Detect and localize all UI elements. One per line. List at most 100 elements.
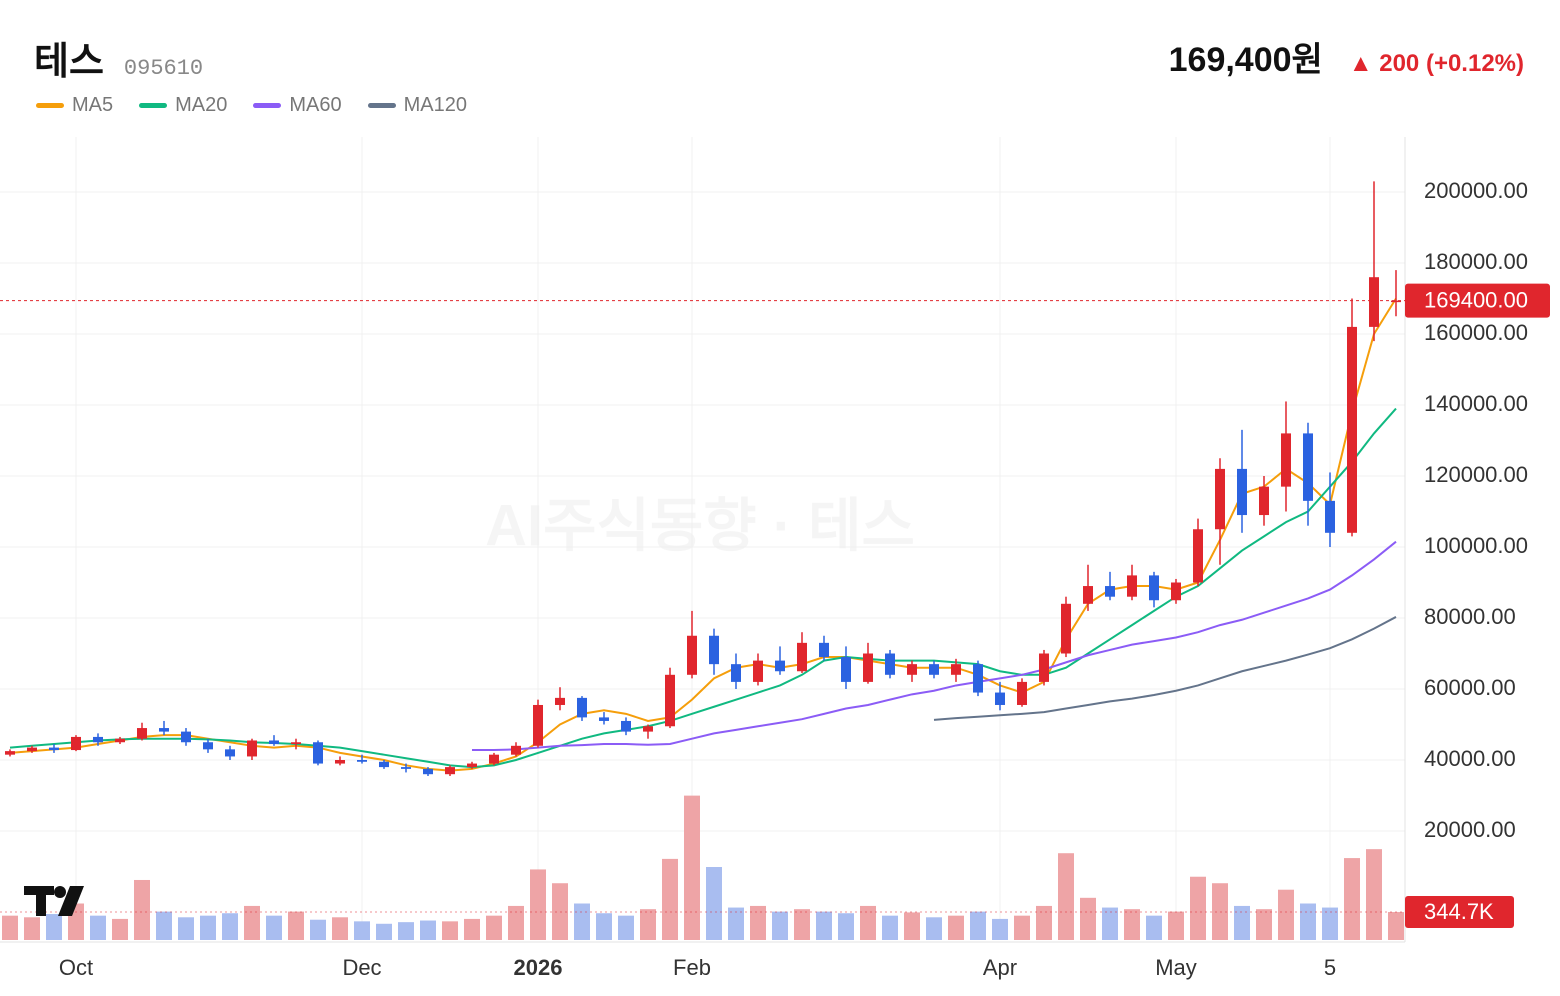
header: 테스 095610 [34,30,203,85]
legend-swatch [36,103,64,108]
watermark: AI주식동향 · 테스 [485,493,915,558]
candle-body [379,761,389,768]
volume-bar [970,911,986,940]
candle-body [687,635,697,675]
volume-bar [398,922,414,940]
volume-bar [1168,911,1184,940]
y-tick-label: 120000.00 [1424,462,1528,487]
candle-body [137,728,147,739]
candle-body [929,664,939,675]
candle-body [159,728,169,732]
y-tick-label: 180000.00 [1424,249,1528,274]
candle-body [863,653,873,682]
y-tick-label: 140000.00 [1424,391,1528,416]
y-tick-label: 20000.00 [1424,817,1516,842]
volume-bar [244,905,260,940]
candle-body [71,736,81,751]
candle-body [797,642,807,672]
candle-body [49,747,59,751]
volume-bar [1014,915,1030,940]
logo-part [36,886,46,916]
volume-bar [1234,905,1250,940]
candle-body [1391,300,1401,303]
y-tick-label: 80000.00 [1424,604,1516,629]
candle-body [841,657,851,682]
legend-swatch [367,103,396,108]
candle-body [467,763,477,768]
volume-bar [926,917,942,940]
volume-bar [618,915,634,940]
last-price-box [1405,283,1550,318]
logo-part [58,886,84,916]
volume-bar [1366,849,1382,940]
candle-body [1083,586,1093,604]
volume-bar [288,911,304,940]
volume-bar [1080,897,1096,940]
volume-bar [420,920,436,940]
legend-label: MA60 [289,94,342,116]
volume-bar [1102,907,1118,940]
candle-body [203,742,213,750]
legend-item[interactable]: MA60 [253,94,342,117]
y-tick-label: 200000.00 [1424,178,1528,203]
volume-bar [728,907,744,940]
candle-body [1017,681,1027,705]
legend-item[interactable]: MA20 [139,94,227,117]
volume-bar [640,909,656,940]
volume-bar [574,903,590,940]
candle-body [1281,433,1291,487]
volume-last-box [1405,896,1514,929]
candle-body [1347,326,1357,533]
volume-bar [486,915,502,940]
volume-bar [112,918,128,940]
volume-bar [1190,876,1206,940]
volume-bar [860,905,876,940]
volume-bar [772,911,788,940]
ma-line [9,297,1397,772]
candle-body [1105,586,1115,597]
candle-body [753,660,763,682]
candle-body [511,745,521,755]
volume-bar [1300,903,1316,940]
candle-body [1303,433,1313,501]
candle-body [225,749,235,757]
legend-swatch [139,103,168,108]
candle-body [1259,486,1269,516]
change: ▲ 200 (+0.12%) [1348,50,1524,77]
candle-body [27,747,37,752]
volume-bar [662,858,678,940]
candle-body [1149,575,1159,601]
stock-code: 095610 [123,56,204,81]
candle-body [621,720,631,732]
candle-body [357,760,367,762]
candle-body [577,697,587,718]
volume-bar [750,905,766,940]
candle-body [599,717,609,721]
x-tick-label: 2026 [514,955,563,980]
legend-item[interactable]: MA120 [367,94,467,117]
candle-body [709,635,719,665]
volume-bar [1278,889,1294,940]
candle-body [1127,575,1137,597]
volume-bar [200,915,216,940]
y-tick-label: 60000.00 [1424,675,1516,700]
legend-item[interactable]: MA5 [36,94,113,117]
legend-label: MA20 [175,94,228,116]
candle-body [1039,653,1049,682]
volume-bar [1322,907,1338,940]
candle-body [1325,500,1335,533]
volume-bar [2,915,18,940]
candle-body [247,740,257,757]
candle-body [555,697,565,705]
candle-body [533,704,543,746]
candle-body [1061,603,1071,654]
y-tick-label: 160000.00 [1424,320,1528,345]
candle-body [401,767,411,769]
candle-body [907,664,917,675]
volume-bar [508,905,524,940]
candle-body [1171,582,1181,601]
ma-line [9,407,1397,769]
price: 169,400원 [1168,41,1323,79]
volume-bar [794,909,810,940]
